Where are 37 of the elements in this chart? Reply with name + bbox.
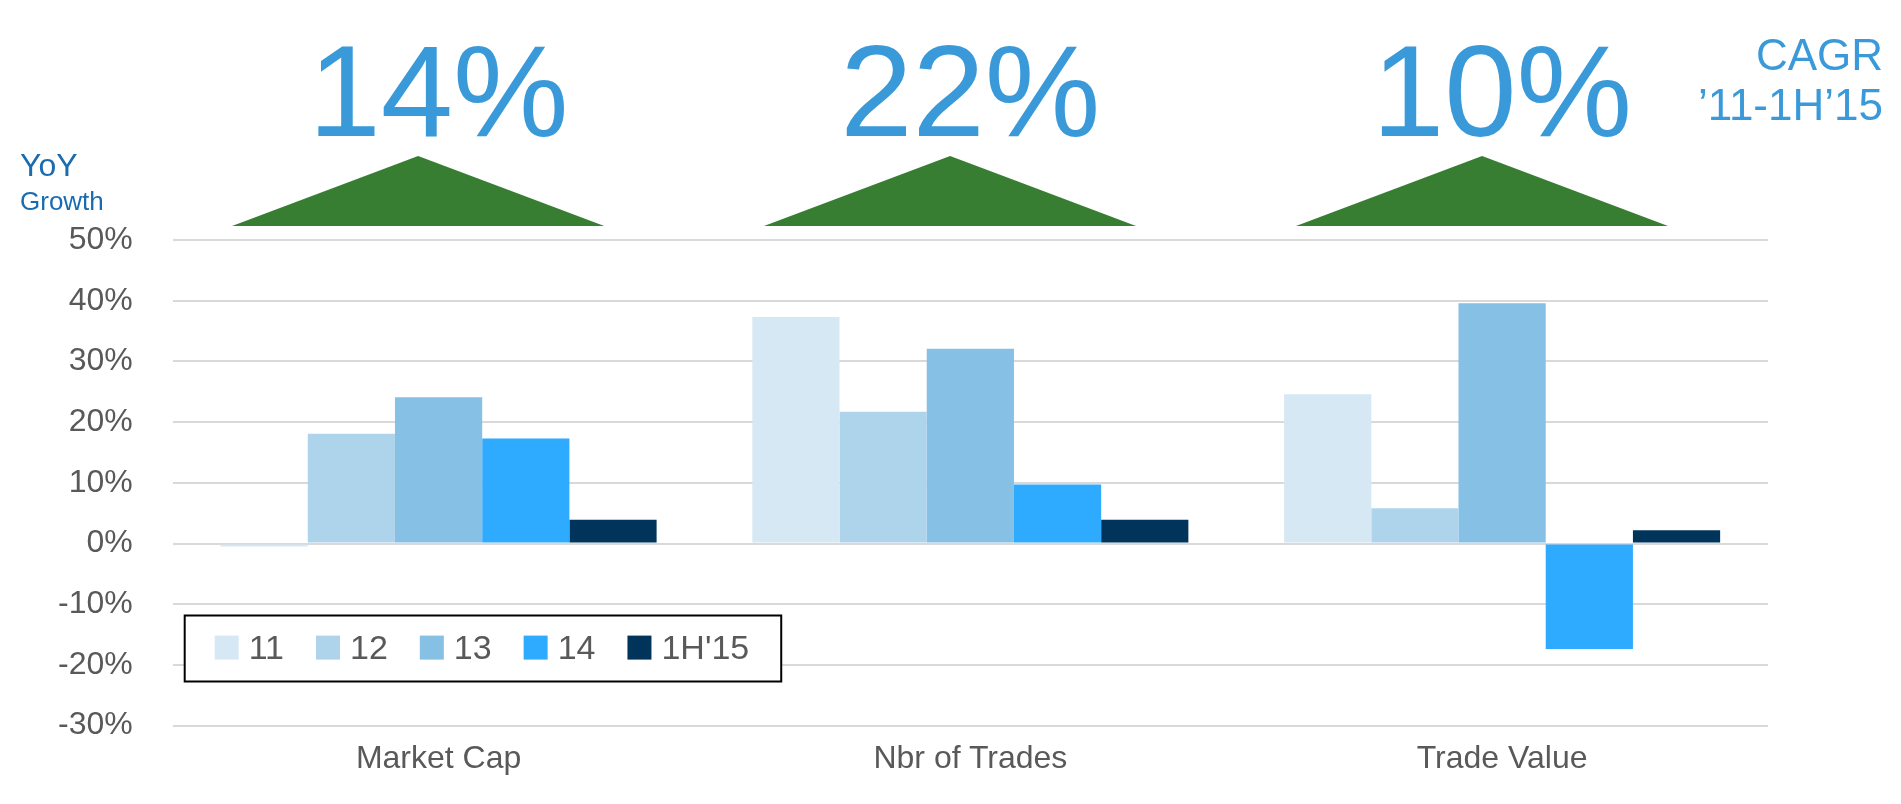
x-tick-label: Trade Value bbox=[1416, 738, 1588, 775]
x-tick-label: Nbr of Trades bbox=[873, 738, 1068, 775]
bar bbox=[1545, 544, 1633, 650]
legend-label: 12 bbox=[350, 627, 388, 666]
y-tick-label: 50% bbox=[68, 219, 133, 256]
y-tick-label: 30% bbox=[68, 341, 133, 378]
legend-label: 1H'15 bbox=[661, 627, 750, 666]
bar bbox=[1013, 484, 1102, 543]
y-axis-title: YoY Growth bbox=[20, 147, 104, 216]
bar bbox=[1371, 508, 1459, 543]
text: 22% bbox=[840, 18, 1101, 164]
y-tick-label: -30% bbox=[58, 705, 133, 742]
y-tick-label: 20% bbox=[68, 401, 133, 438]
x-tick-label: Market Cap bbox=[355, 738, 522, 775]
y-tick-label: 10% bbox=[68, 462, 133, 499]
bar bbox=[926, 348, 1014, 543]
bar bbox=[1458, 303, 1546, 543]
text: CAGR ’11-1H’15 bbox=[1697, 30, 1883, 129]
y-tick-label: 40% bbox=[68, 280, 133, 317]
legend-label: 11 bbox=[248, 627, 284, 666]
y-tick-label: -20% bbox=[58, 644, 133, 681]
bar bbox=[394, 397, 483, 543]
bar bbox=[569, 519, 657, 543]
bar bbox=[220, 544, 308, 547]
bar bbox=[1101, 519, 1189, 543]
y-tick-label: -10% bbox=[58, 584, 133, 621]
bar bbox=[1632, 530, 1721, 543]
legend-label: 13 bbox=[453, 627, 492, 666]
bar bbox=[1284, 394, 1372, 543]
bar bbox=[307, 433, 395, 543]
bar bbox=[752, 317, 840, 543]
y-tick-label: 0% bbox=[86, 523, 133, 560]
text: 10% bbox=[1372, 18, 1633, 164]
legend-label: 14 bbox=[557, 627, 596, 666]
text: 14% bbox=[308, 18, 569, 164]
bar bbox=[482, 438, 570, 543]
bar bbox=[839, 411, 927, 543]
